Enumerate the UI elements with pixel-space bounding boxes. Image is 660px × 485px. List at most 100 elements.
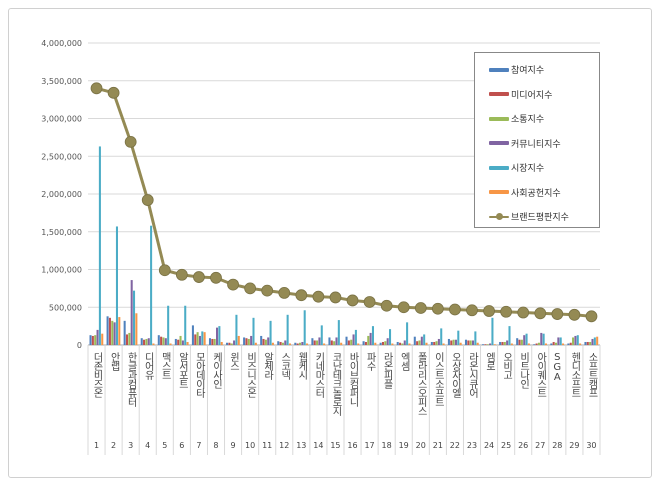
- bar-커뮤니티지수: [130, 280, 133, 345]
- bar-미디어지수: [194, 334, 197, 345]
- y-tick-label: 3,500,000: [41, 77, 82, 86]
- category-label: 라온피플: [381, 352, 393, 388]
- brand-point: [227, 278, 239, 291]
- bar-참여지수: [464, 339, 468, 345]
- bar-소통지수: [367, 335, 370, 345]
- bar-참여지수: [345, 336, 348, 345]
- bar-커뮤니티지수: [301, 341, 304, 345]
- legend-label: 참여지수: [511, 66, 545, 76]
- bar-사회공헌지수: [118, 317, 121, 345]
- brand-point: [124, 136, 137, 148]
- bar-사회공헌지수: [357, 343, 360, 345]
- rank-label: 18: [381, 441, 392, 450]
- category-label: 엑셈: [398, 352, 410, 370]
- bar-미디어지수: [177, 339, 180, 345]
- brand-point: [261, 284, 274, 297]
- rank-label: 26: [518, 441, 529, 450]
- y-tick-label: 500,000: [49, 303, 82, 312]
- bar-시장지수: [320, 325, 323, 345]
- bar-시장지수: [184, 305, 187, 345]
- legend-label: 미디어지수: [511, 90, 553, 101]
- category-label: 더존비즈온: [91, 352, 102, 397]
- bar-미디어지수: [501, 341, 504, 345]
- bar-사회공헌지수: [101, 333, 104, 345]
- brand-point: [466, 304, 478, 317]
- bar-참여지수: [294, 342, 297, 345]
- legend-item: 사회공헌지수: [489, 186, 561, 199]
- bar-커뮤니티지수: [506, 340, 509, 345]
- rank-label: 7: [196, 441, 202, 450]
- rank-label: 4: [145, 441, 151, 450]
- legend-swatch-icon: [489, 141, 509, 145]
- bar-미디어지수: [228, 342, 231, 345]
- rank-label: 14: [313, 441, 324, 450]
- bar-커뮤니티지수: [386, 338, 389, 345]
- bar-소통지수: [350, 339, 353, 345]
- y-tick-label: 1,500,000: [41, 228, 82, 237]
- brand-point: [431, 302, 444, 315]
- bar-미디어지수: [313, 340, 316, 345]
- bar-사회공헌지수: [186, 341, 189, 345]
- bar-미디어지수: [586, 341, 589, 345]
- bar-시장지수: [406, 322, 409, 345]
- brand-point: [158, 264, 171, 277]
- bar-사회공헌지수: [544, 343, 547, 345]
- bar-시장지수: [508, 326, 511, 345]
- rank-label: 16: [347, 441, 358, 450]
- bar-커뮤니티지수: [250, 335, 253, 345]
- brand-point: [210, 271, 222, 284]
- category-label: 라온시큐어: [466, 352, 478, 397]
- bar-소통지수: [281, 342, 284, 345]
- bar-소통지수: [128, 332, 131, 345]
- bar-미디어지수: [143, 339, 146, 345]
- bar-커뮤니티지수: [216, 327, 219, 345]
- bar-커뮤니티지수: [403, 340, 406, 345]
- legend-label: 사회공헌지수: [511, 188, 561, 199]
- brand-point: [517, 306, 530, 319]
- legend-item: 브랜드평판지수: [489, 210, 569, 223]
- bar-소통지수: [503, 341, 506, 345]
- bar-미디어지수: [364, 341, 367, 345]
- bar-미디어지수: [433, 341, 436, 345]
- rank-label: 9: [230, 441, 236, 450]
- bar-사회공헌지수: [527, 343, 530, 345]
- brand-point: [551, 308, 564, 320]
- bar-미디어지수: [552, 341, 555, 345]
- bar-참여지수: [226, 342, 229, 345]
- bar-커뮤니티지수: [591, 338, 594, 345]
- legend-label: 시장지수: [511, 164, 545, 174]
- rank-label: 1: [93, 441, 100, 450]
- rank-label: 25: [501, 441, 512, 450]
- category-label: SGA: [551, 352, 563, 382]
- bar-커뮤니티지수: [557, 337, 560, 345]
- bar-커뮤니티지수: [284, 340, 287, 345]
- bar-소통지수: [298, 342, 302, 345]
- bar-사회공헌지수: [425, 342, 428, 345]
- category-label: 바이브컴퍼니: [347, 352, 358, 406]
- category-label: 엠로: [483, 352, 495, 370]
- bar-커뮤니티지수: [472, 340, 475, 345]
- category-label: 아이퀘스트: [534, 352, 546, 397]
- bar-소통지수: [418, 340, 421, 345]
- legend-label: 소통지수: [511, 115, 545, 125]
- bar-소통지수: [145, 338, 148, 345]
- bar-사회공헌지수: [254, 342, 257, 345]
- bar-사회공헌지수: [203, 332, 206, 345]
- legend-label: 커뮤니티지수: [511, 139, 561, 150]
- rank-label: 29: [569, 441, 580, 450]
- bar-소통지수: [554, 342, 558, 345]
- bar-미디어지수: [467, 340, 470, 345]
- bar-사회공헌지수: [562, 343, 565, 345]
- bar-사회공헌지수: [306, 343, 309, 345]
- rank-label: 10: [245, 441, 256, 450]
- bar-미디어지수: [381, 341, 385, 345]
- bar-시장지수: [389, 329, 392, 345]
- bar-참여지수: [447, 338, 450, 345]
- legend-swatch-icon: [489, 92, 509, 96]
- brand-point: [329, 291, 342, 304]
- bar-사회공헌지수: [442, 343, 445, 345]
- bar-사회공헌지수: [237, 335, 240, 345]
- rank-label: 6: [179, 441, 185, 450]
- bar-시장지수: [167, 305, 170, 345]
